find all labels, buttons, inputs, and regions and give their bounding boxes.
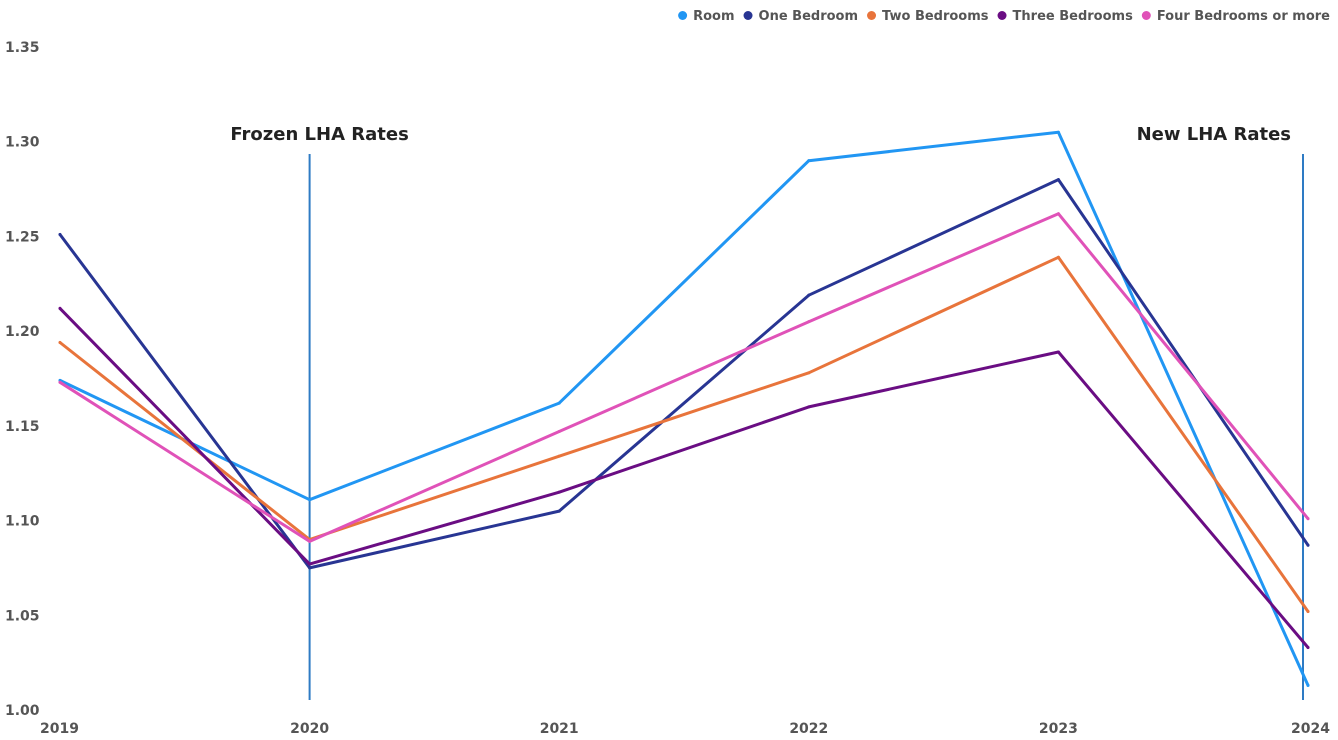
data-point-room — [807, 159, 811, 163]
data-point-three-bedrooms — [308, 562, 312, 566]
legend-marker — [1141, 11, 1151, 20]
data-point-three-bedrooms — [58, 306, 62, 310]
legend-marker — [678, 11, 688, 20]
data-point-four-bedrooms-or-more — [1056, 212, 1060, 216]
legend-label: Room — [693, 9, 734, 24]
series-line-two-bedrooms — [58, 255, 1310, 613]
annotation-label: New LHA Rates — [1137, 124, 1291, 145]
data-point-one-bedroom — [1056, 178, 1060, 182]
data-point-room — [308, 498, 312, 502]
data-point-one-bedroom — [807, 293, 811, 297]
x-tick-label: 2023 — [1039, 721, 1078, 737]
data-point-four-bedrooms-or-more — [308, 539, 312, 543]
annotations: Frozen LHA Rates New LHA Rates — [230, 124, 1304, 700]
legend-label: Three Bedrooms — [1013, 9, 1134, 24]
legend-item: One Bedroom — [743, 9, 859, 24]
y-axis: 1.00 1.05 1.10 1.15 1.20 1.25 1.30 1.35 — [5, 40, 40, 719]
data-point-four-bedrooms-or-more — [1306, 517, 1310, 521]
data-point-two-bedrooms — [557, 454, 561, 458]
legend-item: Room — [678, 9, 735, 24]
x-tick-label: 2024 — [1291, 721, 1330, 737]
data-point-three-bedrooms — [1056, 350, 1060, 354]
y-tick-label: 1.00 — [5, 703, 40, 719]
series-line-room — [58, 130, 1310, 687]
data-point-room — [1306, 683, 1310, 687]
y-tick-label: 1.20 — [5, 324, 40, 340]
data-point-four-bedrooms-or-more — [58, 380, 62, 384]
y-tick-label: 1.35 — [5, 40, 40, 56]
series-line-four-bedrooms-or-more — [58, 212, 1310, 543]
series-line-three-bedrooms — [58, 306, 1310, 649]
data-point-three-bedrooms — [557, 490, 561, 494]
legend: Room One Bedroom Two Bedrooms Three Bedroom… — [678, 9, 1330, 24]
legend-marker — [867, 11, 877, 20]
data-point-two-bedrooms — [1306, 609, 1310, 613]
data-point-three-bedrooms — [1306, 645, 1310, 649]
data-point-one-bedroom — [1306, 543, 1310, 547]
data-point-one-bedroom — [308, 566, 312, 570]
y-tick-label: 1.05 — [5, 608, 40, 624]
y-tick-label: 1.10 — [5, 514, 40, 530]
data-point-four-bedrooms-or-more — [557, 430, 561, 434]
data-point-three-bedrooms — [807, 405, 811, 409]
data-point-room — [1056, 130, 1060, 134]
data-point-two-bedrooms — [807, 371, 811, 375]
data-point-two-bedrooms — [1056, 255, 1060, 259]
annotation-label: Frozen LHA Rates — [230, 124, 408, 145]
legend-label: One Bedroom — [759, 9, 859, 24]
data-point-one-bedroom — [557, 509, 561, 513]
data-point-four-bedrooms-or-more — [807, 320, 811, 324]
y-tick-label: 1.25 — [5, 229, 40, 245]
x-tick-label: 2020 — [290, 721, 329, 737]
y-tick-label: 1.30 — [5, 135, 40, 151]
legend-marker — [997, 11, 1007, 20]
data-point-room — [557, 401, 561, 405]
data-point-two-bedrooms — [58, 341, 62, 345]
x-tick-label: 2022 — [789, 721, 828, 737]
legend-item: Three Bedrooms — [997, 9, 1134, 24]
series-line-one-bedroom — [58, 178, 1310, 570]
legend-item: Four Bedrooms or more — [1141, 9, 1330, 24]
x-tick-label: 2019 — [40, 721, 79, 737]
legend-marker — [743, 11, 753, 20]
legend-label: Two Bedrooms — [882, 9, 989, 24]
y-tick-label: 1.15 — [5, 419, 40, 435]
x-axis: 2019 2020 2021 2022 2023 2024 — [40, 721, 1330, 737]
series-lines — [58, 130, 1310, 687]
x-tick-label: 2021 — [540, 721, 579, 737]
legend-label: Four Bedrooms or more — [1157, 9, 1330, 24]
legend-item: Two Bedrooms — [867, 9, 989, 24]
data-point-one-bedroom — [58, 233, 62, 237]
